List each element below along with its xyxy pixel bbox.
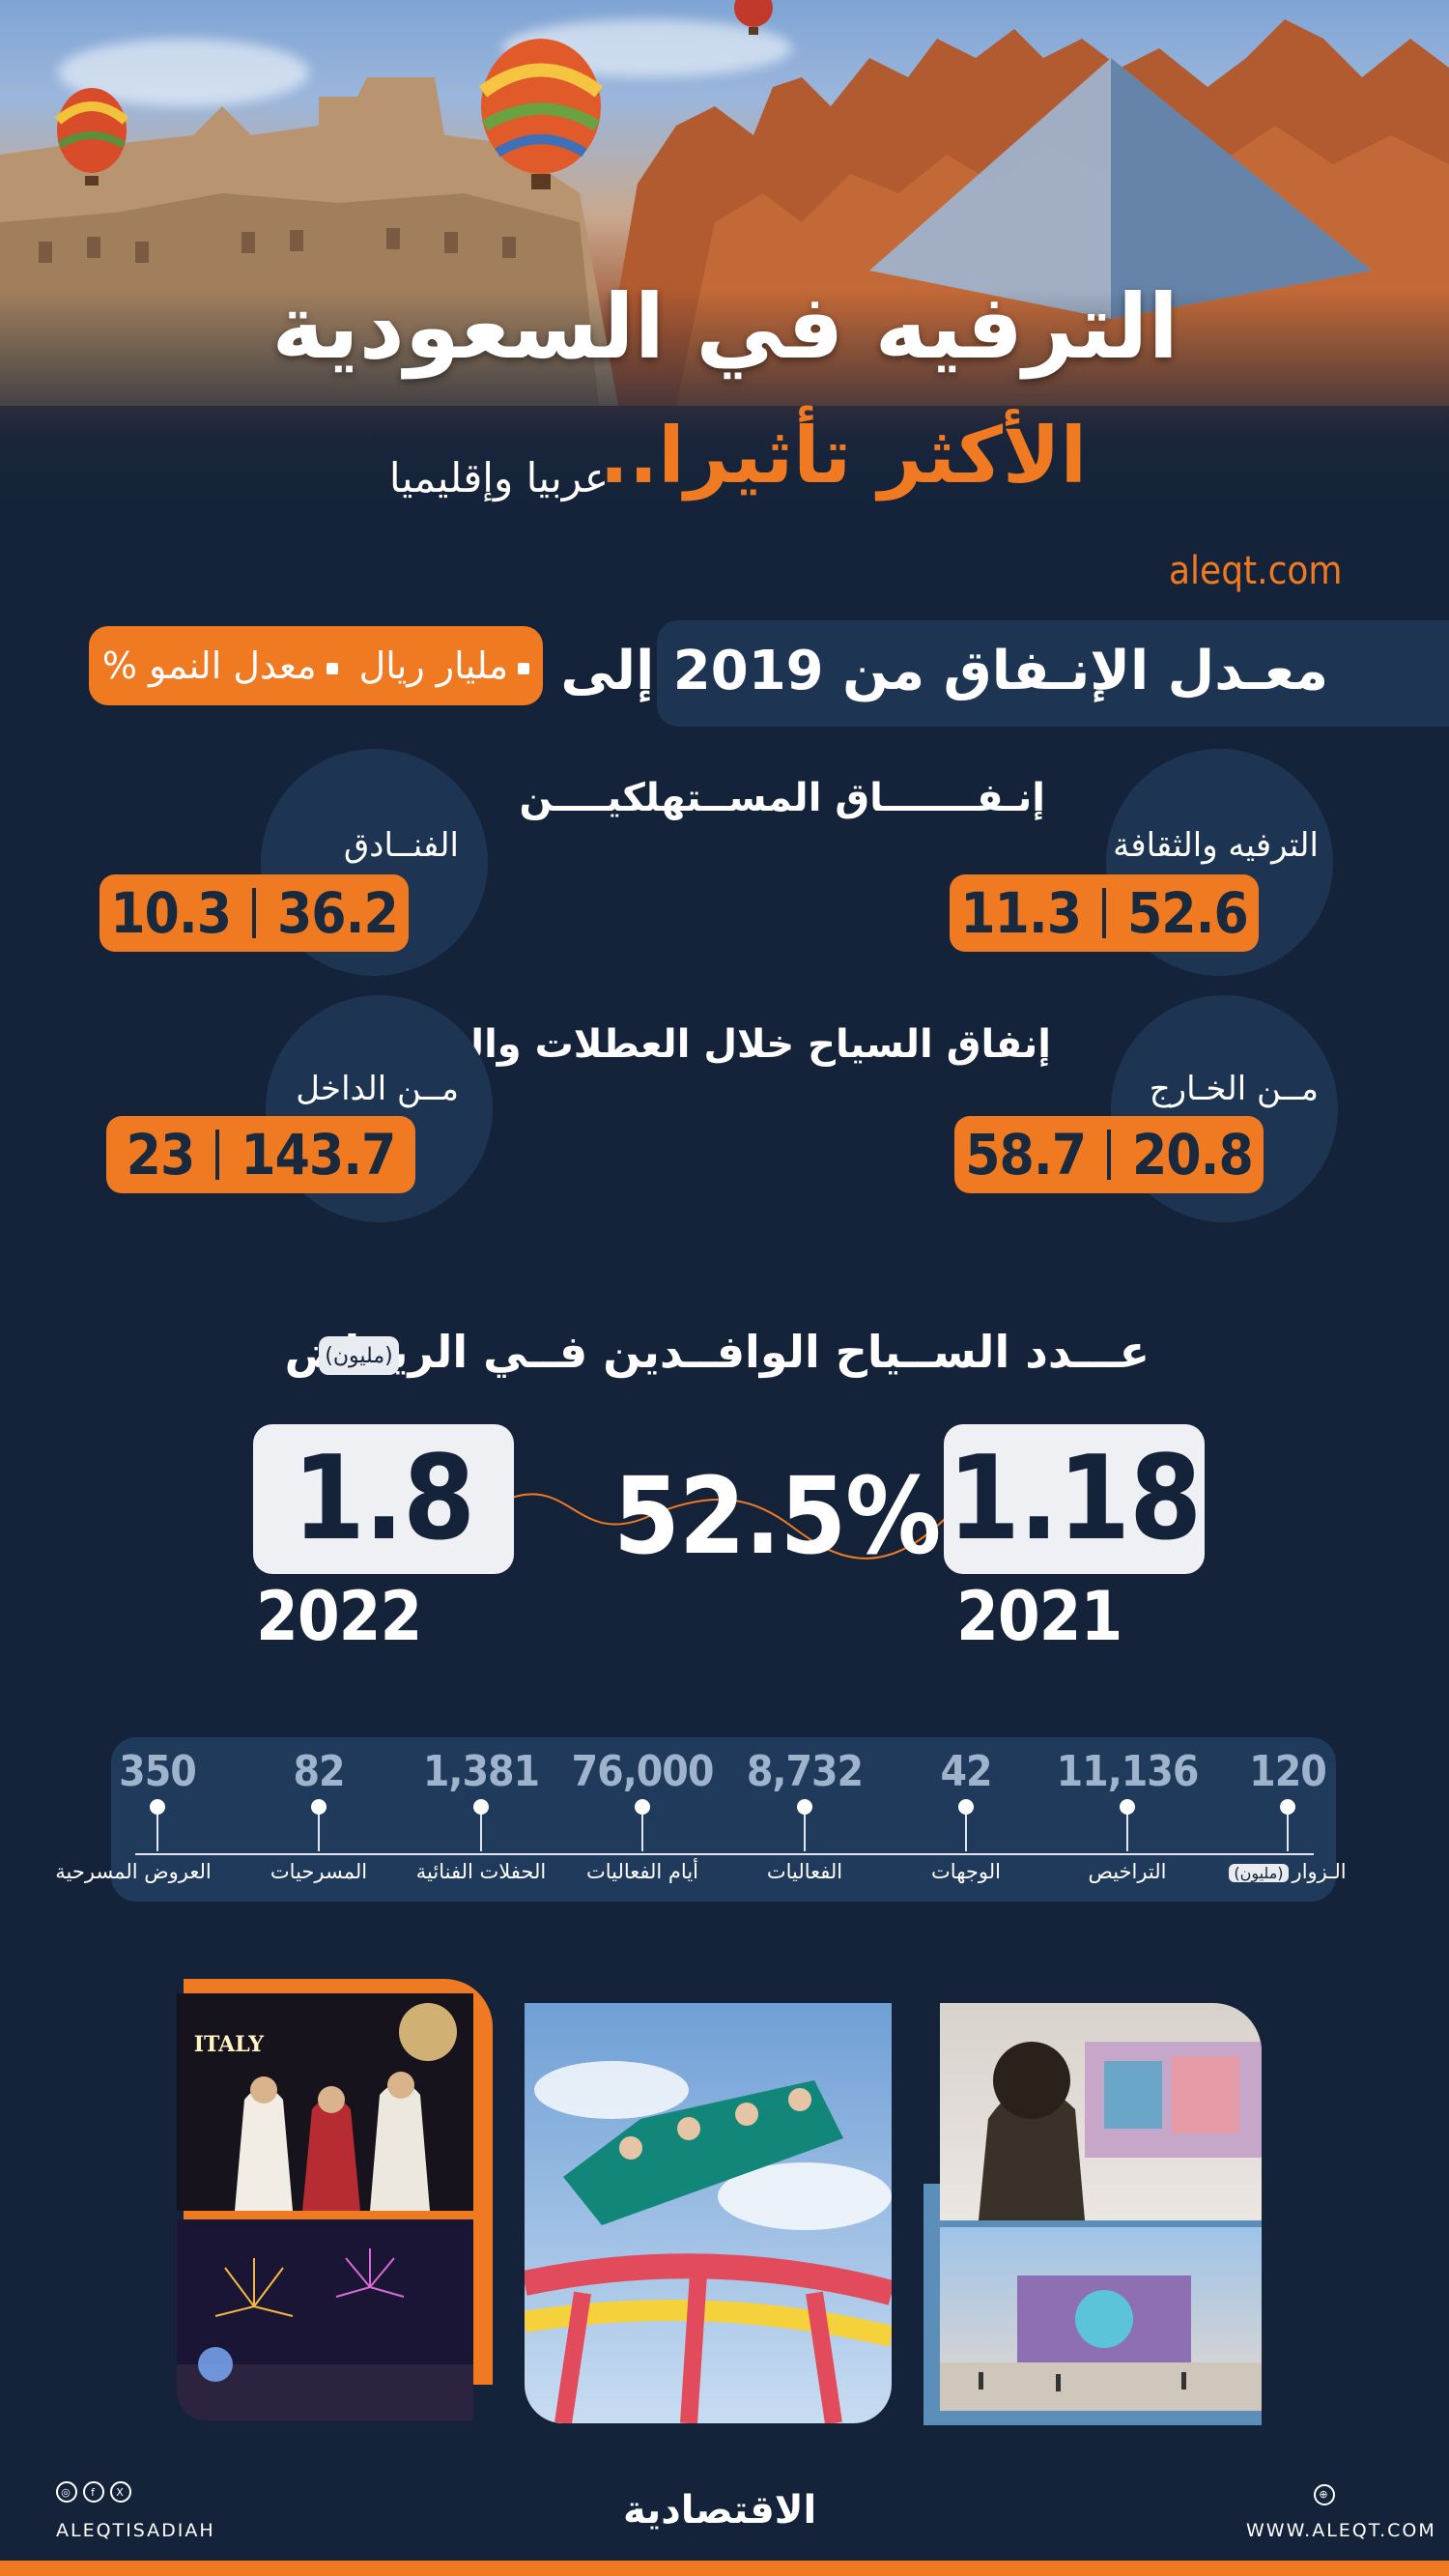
hotels-label: الفنــادق [343, 826, 459, 865]
visitors-2021-box: 1.18 [944, 1424, 1205, 1574]
stat-value: 1,381 [422, 1747, 540, 1796]
hotels-billion: 36.2 [277, 880, 399, 946]
entertainment-values: 11.3 52.6 [950, 874, 1259, 952]
hotels-values: 10.3 36.2 [99, 874, 409, 952]
x-icon[interactable]: X [110, 2481, 131, 2503]
subtitle-highlight: الأكثر تأثيرا.. [599, 411, 1087, 501]
timeline-dot [1280, 1799, 1295, 1851]
hotels-growth: 10.3 [110, 880, 232, 946]
domestic-values: 23 143.7 [106, 1116, 415, 1193]
connector-curve [511, 1493, 948, 1560]
spending-title-bar [657, 620, 1449, 727]
sign-text: ITALY [194, 2032, 265, 2057]
legend-growth: معدل النمو % [102, 644, 338, 687]
visitors-2021-year: 2021 [956, 1577, 1122, 1656]
stat-value: 8,732 [746, 1747, 864, 1796]
stat-label: المسرحيات [270, 1860, 368, 1883]
timeline-dot [150, 1799, 165, 1851]
domestic-billion: 143.7 [241, 1122, 396, 1188]
timeline-dot [958, 1799, 974, 1851]
footer-accent-line [0, 2561, 1449, 2576]
timeline-line [135, 1853, 1314, 1855]
timeline-dot [635, 1799, 650, 1851]
abroad-growth: 58.7 [965, 1122, 1087, 1188]
stat-value: 76,000 [571, 1747, 715, 1796]
visitors-2022-box: 1.8 [253, 1424, 514, 1574]
timeline-dot [797, 1799, 812, 1851]
subtitle-text: عربيا وإقليميا [388, 454, 609, 501]
abroad-billion: 20.8 [1132, 1122, 1254, 1188]
timeline-dot [473, 1799, 489, 1851]
main-title: الترفيه في السعودية [271, 275, 1179, 379]
visitors-growth: 52.5% [613, 1454, 941, 1578]
visitors-unit: (مليون) [319, 1336, 399, 1375]
site-link[interactable]: aleqt.com [1169, 549, 1343, 593]
stat-value: 42 [940, 1747, 992, 1796]
domestic-label: مــن الداخل [296, 1070, 459, 1108]
social-handle: ALEQTISADIAH [56, 2520, 215, 2541]
timeline-dot [1120, 1799, 1135, 1851]
visitors-2022-year: 2022 [256, 1577, 422, 1656]
stat-value: 350 [119, 1747, 197, 1796]
instagram-icon[interactable]: ◎ [56, 2481, 77, 2503]
stat-label: الحفلات الفنائية [415, 1860, 547, 1883]
entertainment-growth: 11.3 [960, 880, 1082, 946]
consumer-heading: إنـفـــــــاق المســتهلكيــــن [519, 776, 1045, 820]
venue-photo [940, 2227, 1262, 2411]
stat-label: أيام الفعاليات [585, 1860, 699, 1883]
stat-label: التراخيص [1088, 1860, 1167, 1883]
hero-banner [0, 0, 1449, 541]
balloon-icon [54, 88, 129, 186]
spending-title: معـدل الإنـفاق من 2019 إلى 2022 [391, 640, 1328, 702]
stats-timeline-panel [111, 1737, 1336, 1902]
carnival-photo: ITALY [177, 1993, 473, 2211]
website-link[interactable]: WWW.ALEQT.COM [1246, 2520, 1436, 2541]
rollercoaster-photo [525, 2003, 892, 2423]
legend: مليار ريال معدل النمو % [89, 626, 543, 705]
stat-label: العروض المسرحية [55, 1860, 212, 1883]
stat-value: 11,136 [1056, 1747, 1200, 1796]
globe-icon: ⊕ [1314, 2481, 1341, 2505]
entertainment-billion: 52.6 [1127, 880, 1249, 946]
balloon-icon [478, 39, 604, 189]
entertainment-label: الترفيه والثقافة [1113, 826, 1319, 865]
legend-billion: مليار ريال [359, 644, 530, 687]
abroad-label: مــن الخـارج [1149, 1070, 1319, 1108]
stat-label: الوجهات [931, 1860, 1001, 1883]
stat-value: 120 [1249, 1747, 1327, 1796]
stat-label: الفعاليات [766, 1860, 843, 1883]
balloon-icon [734, 0, 773, 35]
stat-unit: (مليون) [1229, 1864, 1289, 1882]
visitor-photo [940, 2003, 1262, 2220]
brand-logo: الاقتصادية [623, 2488, 817, 2533]
social-icons: ◎ f X [56, 2481, 137, 2503]
domestic-growth: 23 [126, 1122, 196, 1188]
timeline-dot [311, 1799, 327, 1851]
abroad-values: 58.7 20.8 [954, 1116, 1264, 1193]
stat-value: 82 [293, 1747, 345, 1796]
visitors-heading: عـــدد الســياح الوافــدين فــي الريــاض [284, 1326, 1150, 1378]
fireworks-photo [177, 2219, 473, 2420]
stat-label: الـزوار(مليون) [1201, 1860, 1375, 1883]
facebook-icon[interactable]: f [83, 2481, 104, 2503]
